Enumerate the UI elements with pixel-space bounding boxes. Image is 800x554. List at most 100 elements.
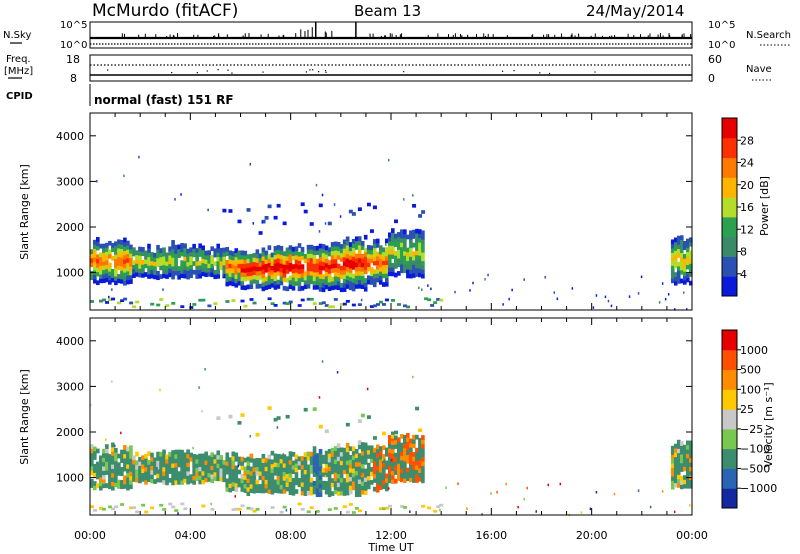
scatter-cell: [297, 502, 302, 506]
scatter-cell: [174, 270, 178, 276]
scatter-cell: [348, 209, 353, 214]
scatter-cell: [270, 459, 275, 465]
scatter-cell: [102, 479, 106, 484]
scatter-cell: [357, 257, 362, 263]
scatter-cell: [231, 281, 236, 287]
scatter-cell: [342, 282, 347, 288]
scatter-cell: [126, 481, 130, 487]
scatter-cell: [372, 252, 377, 257]
scatter-cell: [415, 241, 419, 247]
scatter-cell: [222, 251, 227, 257]
scatter-cell: [481, 513, 483, 516]
scatter-cell: [147, 261, 151, 266]
scatter-cell: [303, 486, 308, 492]
scatter-cell: [415, 456, 419, 462]
scatter-cell: [111, 459, 115, 465]
scatter-cell: [276, 284, 281, 289]
scatter-cell: [384, 451, 389, 457]
scatter-cell: [231, 264, 236, 269]
scatter-cell: [327, 461, 332, 467]
nsky-tick-bottom: 10^0: [60, 40, 87, 51]
scatter-cell: [147, 243, 151, 249]
scatter-cell: [330, 452, 335, 457]
scatter-cell: [381, 260, 386, 266]
scatter-cell: [228, 276, 233, 282]
scatter-cell: [336, 272, 341, 278]
scatter-cell: [96, 470, 100, 476]
scatter-cell: [403, 465, 407, 470]
scatter-cell: [670, 445, 675, 451]
colorbar-tick-label: 100: [740, 383, 761, 396]
scatter-cell: [421, 448, 425, 453]
scatter-cell: [138, 461, 142, 466]
scatter-cell: [246, 473, 251, 479]
scatter-cell: [300, 486, 305, 492]
scatter-cell: [198, 470, 202, 476]
scatter-cell: [120, 467, 124, 472]
scatter-cell: [90, 505, 94, 509]
colorbar-segment: [722, 256, 737, 277]
scatter-cell: [276, 462, 281, 468]
scatter-cell: [174, 475, 178, 481]
scatter-cell: [240, 465, 245, 471]
scatter-cell: [330, 465, 335, 470]
nave-point: [309, 69, 311, 71]
scatter-cell: [339, 303, 344, 306]
scatter-cell: [111, 247, 115, 253]
scatter-cell: [387, 158, 390, 162]
scatter-cell: [180, 264, 184, 270]
scatter-cell: [312, 446, 317, 451]
scatter-cell: [108, 458, 112, 464]
scatter-cell: [108, 480, 112, 485]
scatter-cell: [375, 470, 380, 476]
scatter-cell: [354, 479, 359, 485]
scatter-cell: [403, 506, 408, 509]
scatter-cell: [123, 297, 128, 301]
scatter-cell: [207, 455, 211, 461]
scatter-cell: [339, 274, 344, 280]
scatter-cell: [150, 269, 154, 275]
scatter-cell: [387, 241, 392, 246]
scatter-cell: [336, 452, 341, 457]
scatter-cell: [252, 222, 255, 225]
colorbar-tick-label: 25: [740, 403, 754, 416]
scatter-cell: [397, 271, 401, 276]
scatter-cell: [412, 268, 416, 274]
scatter-cell: [300, 490, 305, 496]
scatter-cell: [246, 275, 251, 281]
scatter-cell: [99, 464, 103, 469]
scatter-cell: [108, 462, 112, 468]
scatter-cell: [682, 258, 687, 264]
scatter-cell: [339, 464, 344, 470]
scatter-cell: [117, 301, 122, 305]
scatter-cell: [168, 272, 172, 278]
scatter-cell: [330, 469, 335, 475]
scatter-cell: [327, 268, 332, 274]
scatter-cell: [144, 263, 148, 269]
scatter-cell: [679, 278, 684, 284]
scatter-cell: [105, 470, 109, 475]
scatter-cell: [321, 248, 326, 254]
scatter-cell: [90, 249, 94, 255]
scatter-cell: [138, 246, 142, 252]
scatter-cell: [183, 474, 187, 479]
scatter-cell: [267, 275, 272, 281]
scatter-cell: [258, 283, 263, 289]
scatter-cell: [192, 243, 196, 249]
scatter-cell: [312, 467, 317, 473]
scatter-cell: [237, 219, 242, 224]
scatter-cell: [102, 453, 106, 458]
scatter-cell: [384, 260, 389, 265]
scatter-cell: [150, 461, 154, 467]
scatter-cell: [369, 454, 374, 459]
scatter-cell: [123, 254, 127, 260]
scatter-cell: [342, 269, 347, 275]
scatter-cell: [186, 261, 190, 267]
scatter-cell: [412, 439, 416, 444]
scatter-cell: [384, 473, 389, 479]
scatter-cell: [300, 277, 305, 283]
scatter-cell: [490, 492, 492, 495]
scatter-cell: [174, 509, 179, 512]
scatter-cell: [394, 263, 398, 269]
scatter-cell: [210, 478, 215, 484]
